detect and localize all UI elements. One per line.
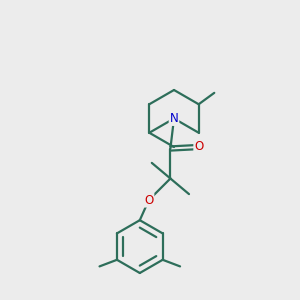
Text: O: O bbox=[194, 140, 203, 154]
Text: N: N bbox=[169, 112, 178, 125]
Text: O: O bbox=[144, 194, 153, 207]
